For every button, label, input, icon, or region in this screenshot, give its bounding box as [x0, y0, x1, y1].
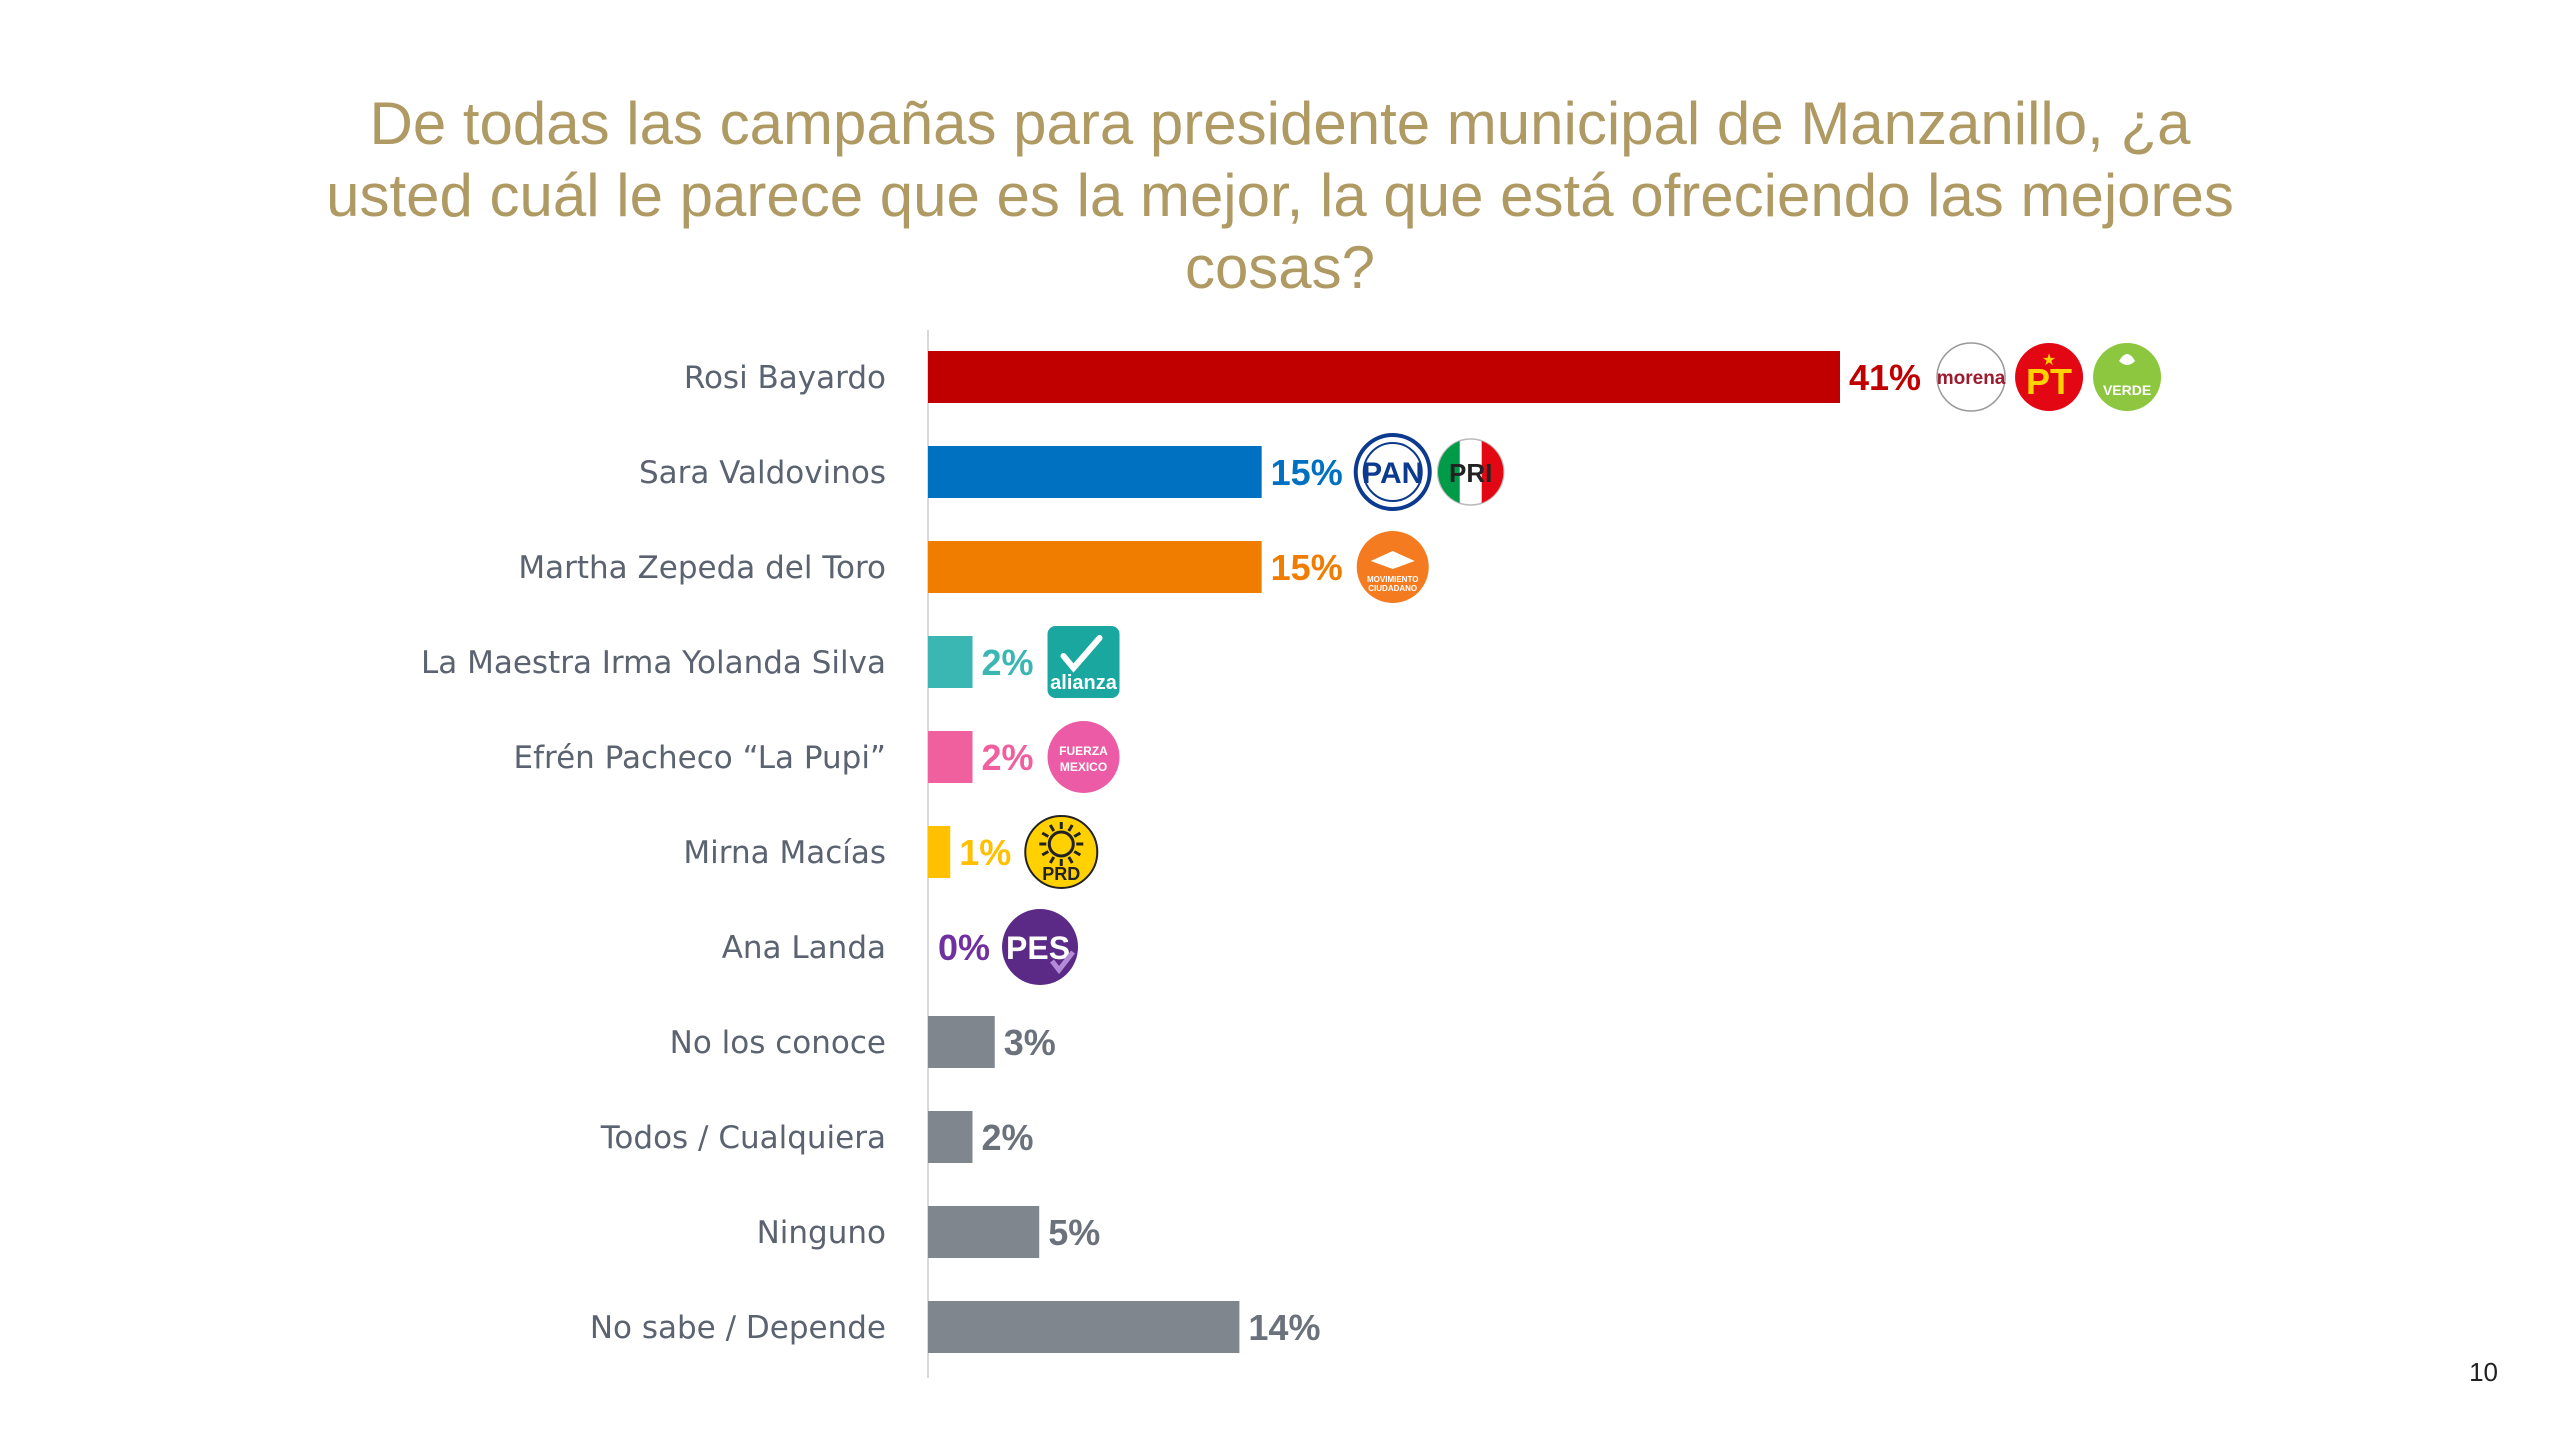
svg-text:FUERZA: FUERZA	[1059, 744, 1108, 758]
fuerza-mexico-logo: FUERZA MEXICO	[1047, 721, 1120, 793]
data-label: 5%	[1048, 1212, 1100, 1253]
svg-text:morena: morena	[1937, 368, 2006, 389]
svg-text:PRI: PRI	[1449, 458, 1492, 488]
category-label: No sabe / Depende	[590, 1310, 886, 1346]
pan-logo: PAN	[1353, 433, 1432, 511]
data-label: 0%	[938, 927, 990, 968]
svg-text:MEXICO: MEXICO	[1060, 760, 1107, 774]
bar	[928, 731, 973, 783]
prd-logo: PRD	[1024, 815, 1099, 889]
data-label: 14%	[1248, 1307, 1320, 1348]
bar	[928, 636, 973, 688]
verde-logo: VERDE	[2093, 343, 2162, 411]
category-label: No los conoce	[670, 1025, 886, 1061]
data-label: 2%	[981, 737, 1033, 778]
pes-logo: PES	[1002, 909, 1079, 985]
svg-text:PAN: PAN	[1362, 457, 1423, 490]
svg-text:PT: PT	[2026, 361, 2072, 402]
pri-logo: PRI	[1436, 438, 1505, 506]
data-label: 2%	[981, 642, 1033, 683]
bar	[928, 826, 951, 878]
category-label: Efrén Pacheco “La Pupi”	[514, 740, 886, 776]
svg-text:PRD: PRD	[1042, 864, 1080, 884]
svg-text:CIUDADANO: CIUDADANO	[1368, 584, 1417, 593]
category-label: Sara Valdovinos	[639, 455, 886, 491]
category-label: Martha Zepeda del Toro	[518, 550, 886, 586]
data-label: 1%	[959, 832, 1011, 873]
svg-text:VERDE: VERDE	[2103, 382, 2151, 398]
morena-logo: morena	[1936, 342, 2006, 412]
category-label: La Maestra Irma Yolanda Silva	[421, 645, 886, 681]
data-label: 15%	[1271, 547, 1343, 588]
category-label: Mirna Macías	[683, 835, 886, 871]
svg-text:MOVIMIENTO: MOVIMIENTO	[1367, 575, 1418, 584]
category-label: Ninguno	[757, 1215, 886, 1251]
category-label: Todos / Cualquiera	[600, 1120, 886, 1156]
data-label: 41%	[1849, 357, 1921, 398]
bar	[928, 541, 1262, 593]
category-label: Rosi Bayardo	[684, 360, 886, 396]
svg-text:PES: PES	[1006, 930, 1070, 966]
data-label: 15%	[1271, 452, 1343, 493]
data-label: 3%	[1004, 1022, 1056, 1063]
svg-text:★: ★	[2042, 352, 2056, 369]
data-label: 2%	[981, 1117, 1033, 1158]
bar	[928, 446, 1262, 498]
bar	[928, 1301, 1240, 1353]
bar	[928, 351, 1840, 403]
page-number: 10	[2469, 1357, 2498, 1387]
bar	[928, 1111, 973, 1163]
bar	[928, 1206, 1040, 1258]
svg-text:alianza: alianza	[1050, 672, 1118, 694]
category-label: Ana Landa	[722, 930, 886, 966]
bar	[928, 1016, 995, 1068]
chart-title: De todas las campañas para presidente mu…	[326, 90, 2234, 301]
pt-logo: ★PT	[2015, 343, 2084, 411]
nueva-alianza-logo: alianza	[1047, 626, 1120, 698]
